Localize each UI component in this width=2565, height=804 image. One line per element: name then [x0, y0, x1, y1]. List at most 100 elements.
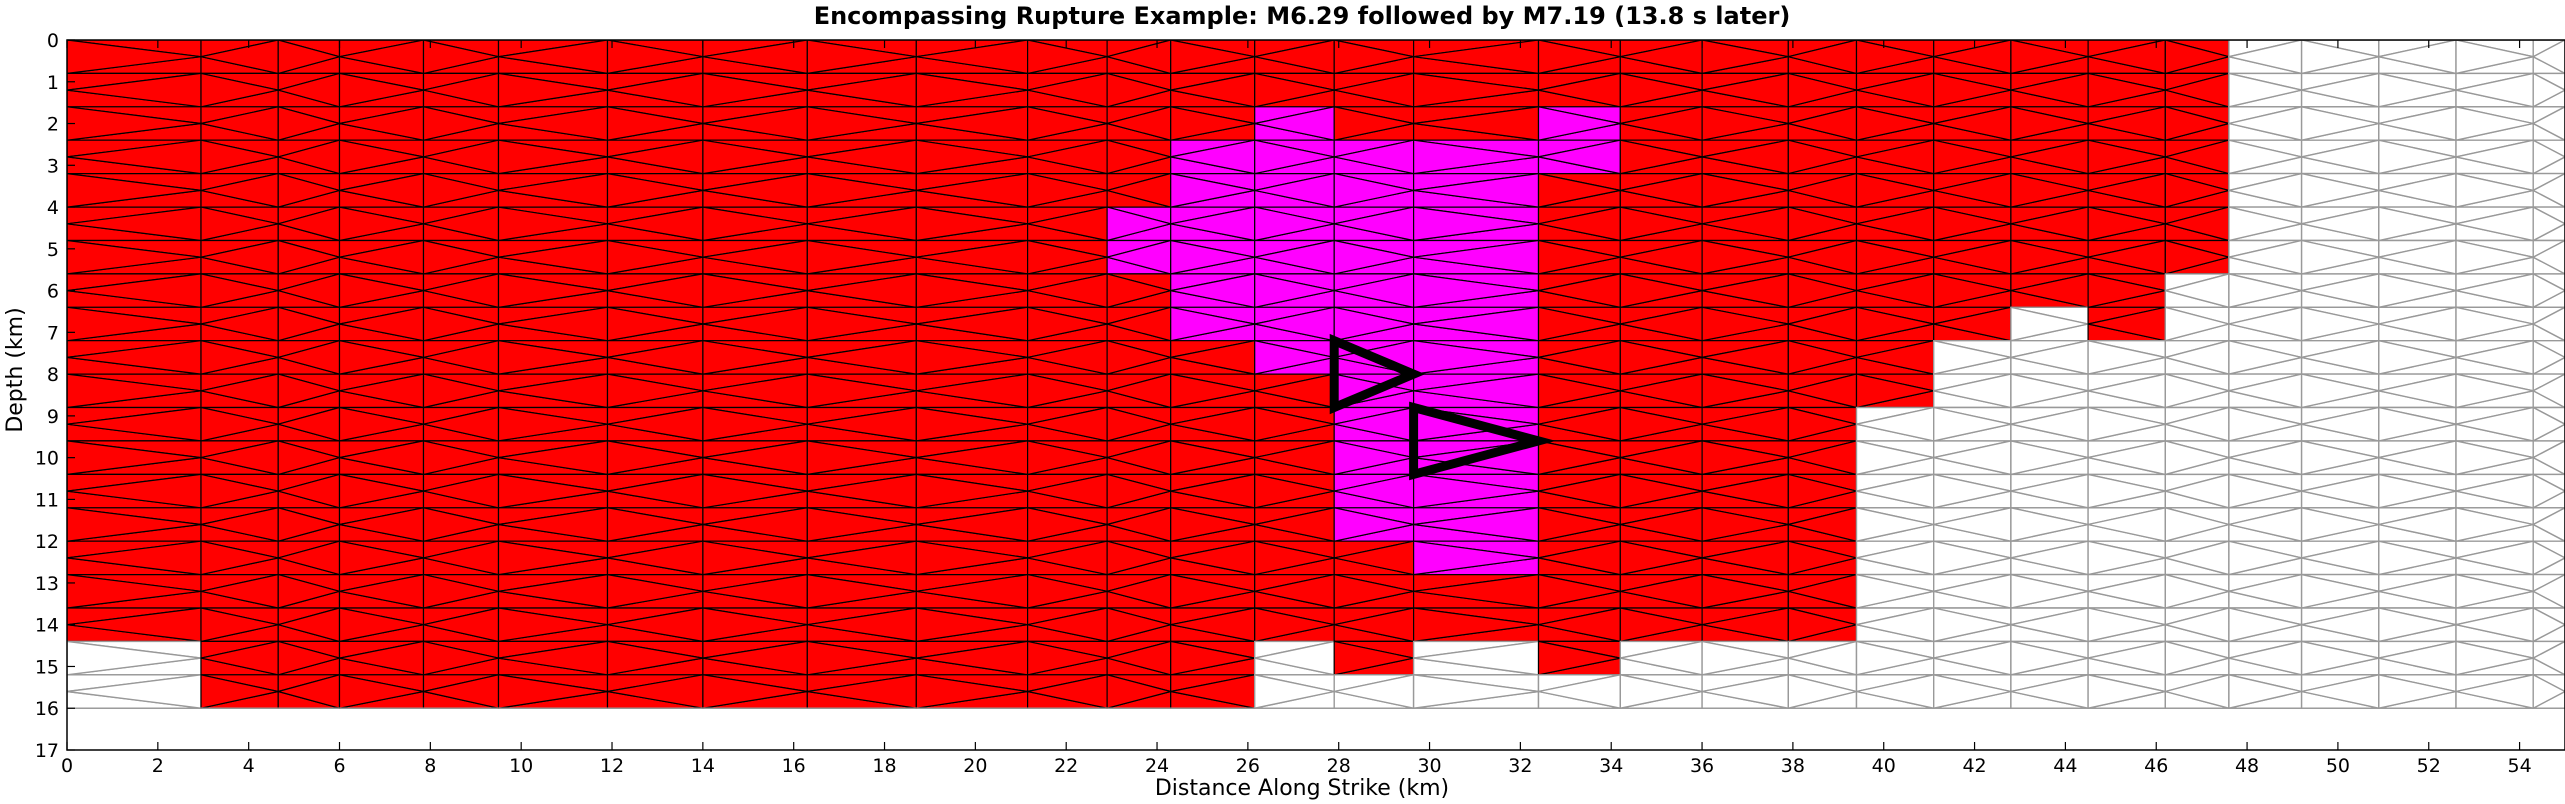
- y-axis-label: Depth (km): [3, 307, 28, 432]
- x-tick-label-52: 52: [2417, 755, 2441, 777]
- y-tick-label-16: 16: [35, 698, 59, 720]
- y-tick-label-3: 3: [47, 155, 59, 177]
- mesh-element-1757: [2532, 206, 2565, 242]
- y-tick-label-13: 13: [35, 573, 59, 595]
- mesh-element-128: [277, 106, 341, 141]
- mesh-element-494: [806, 173, 917, 208]
- mesh-element-575: [915, 406, 1029, 442]
- mesh-element-1208: [1855, 106, 1935, 141]
- mesh-element-1574: [2300, 172, 2380, 208]
- mesh-element-1088: [1701, 106, 1789, 141]
- mesh-element-1112: [1701, 373, 1789, 409]
- mesh-element-1136: [1701, 640, 1790, 676]
- mesh-element-1376: [2010, 640, 2089, 676]
- mesh-element-1169: [1787, 340, 1858, 375]
- mesh-element-425: [702, 72, 808, 108]
- mesh-element-866: [1333, 306, 1415, 342]
- plot-area: [66, 39, 2565, 751]
- mesh-element-1772: [2532, 373, 2565, 409]
- mesh-element-632: [1026, 373, 1108, 409]
- mesh-element-644: [1026, 507, 1108, 542]
- mesh-element-815: [1254, 406, 1335, 442]
- mesh-element-1724: [2455, 507, 2534, 542]
- mesh-element-1385: [2087, 72, 2166, 108]
- mesh-element-1328: [2010, 106, 2089, 141]
- mesh-element-740: [1170, 239, 1256, 275]
- mesh-element-1751: [2532, 139, 2565, 175]
- x-tick-label-6: 6: [333, 755, 345, 777]
- mesh-element-821: [1254, 473, 1335, 509]
- mesh-element-1307: [1932, 540, 2012, 576]
- mesh-element-242: [422, 40, 500, 75]
- mesh-element-1004: [1537, 507, 1621, 542]
- mesh-element-44: [67, 507, 202, 542]
- mesh-element-1364: [2010, 507, 2089, 542]
- mesh-element-26: [67, 306, 202, 342]
- mesh-element-359: [497, 674, 609, 709]
- mesh-element-20: [67, 239, 202, 275]
- mesh-element-1592: [2300, 373, 2380, 409]
- mesh-element-1586: [2300, 306, 2380, 342]
- mesh-element-1529: [2228, 340, 2303, 375]
- mesh-element-878: [1333, 440, 1415, 475]
- mesh-element-1643: [2378, 273, 2457, 308]
- mesh-element-1580: [2300, 239, 2380, 275]
- mesh-element-305: [497, 72, 609, 108]
- mesh-element-833: [1254, 607, 1335, 643]
- mesh-element-290: [422, 573, 500, 609]
- mesh-element-656: [1026, 640, 1108, 676]
- mesh-element-665: [1106, 72, 1172, 108]
- mesh-element-1604: [2300, 507, 2380, 542]
- mesh-element-95: [200, 406, 279, 442]
- x-tick-label-12: 12: [600, 755, 624, 777]
- mesh-element-1346: [2010, 306, 2089, 342]
- mesh-element-1016: [1537, 640, 1621, 676]
- x-tick-label-38: 38: [1781, 755, 1805, 777]
- mesh-element-689: [1106, 340, 1172, 375]
- mesh-element-170: [277, 573, 341, 609]
- mesh-element-581: [915, 473, 1029, 509]
- x-tick-label-22: 22: [1054, 755, 1078, 777]
- mesh-element-1466: [2164, 306, 2230, 342]
- x-tick-label-54: 54: [2507, 755, 2531, 777]
- x-tick-label-20: 20: [963, 755, 987, 777]
- mesh-element-614: [1026, 173, 1108, 208]
- mesh-element-1712: [2455, 373, 2534, 409]
- mesh-element-1667: [2378, 540, 2457, 576]
- mesh-element-962: [1537, 40, 1621, 75]
- mesh-element-467: [702, 540, 808, 576]
- mesh-element-1334: [2010, 173, 2089, 208]
- mesh-element-1277: [1933, 206, 2012, 242]
- mesh-element-695: [1106, 406, 1172, 442]
- mesh-element-392: [606, 373, 704, 409]
- mesh-element-1433: [2087, 607, 2167, 643]
- mesh-element-860: [1333, 239, 1415, 275]
- x-tick-label-40: 40: [1872, 755, 1896, 777]
- mesh-element-890: [1333, 573, 1415, 609]
- mesh-element-164: [277, 507, 341, 542]
- mesh-element-1649: [2378, 340, 2457, 375]
- mesh-element-1559: [2228, 674, 2303, 709]
- mesh-element-311: [497, 139, 609, 175]
- mesh-element-455: [702, 406, 808, 442]
- mesh-element-260: [422, 239, 500, 275]
- mesh-element-941: [1412, 473, 1540, 509]
- mesh-element-758: [1170, 440, 1256, 475]
- mesh-element-1484: [2164, 507, 2230, 542]
- mesh-element-1025: [1619, 72, 1703, 108]
- x-tick-label-16: 16: [782, 755, 806, 777]
- mesh-element-239: [338, 674, 425, 709]
- mesh-element-1301: [1932, 473, 2012, 509]
- mesh-element-1031: [1619, 139, 1703, 175]
- mesh-element-335: [497, 406, 609, 442]
- mesh-element-1763: [2532, 273, 2565, 308]
- mesh-element-1199: [1787, 674, 1858, 709]
- hypocenter-marker-1: [1329, 333, 1426, 415]
- mesh-element-551: [915, 139, 1029, 175]
- mesh-element-1250: [1855, 573, 1935, 609]
- mesh-element-959: [1412, 674, 1540, 709]
- mesh-element-479: [702, 674, 808, 709]
- mesh-element-1124: [1701, 507, 1789, 542]
